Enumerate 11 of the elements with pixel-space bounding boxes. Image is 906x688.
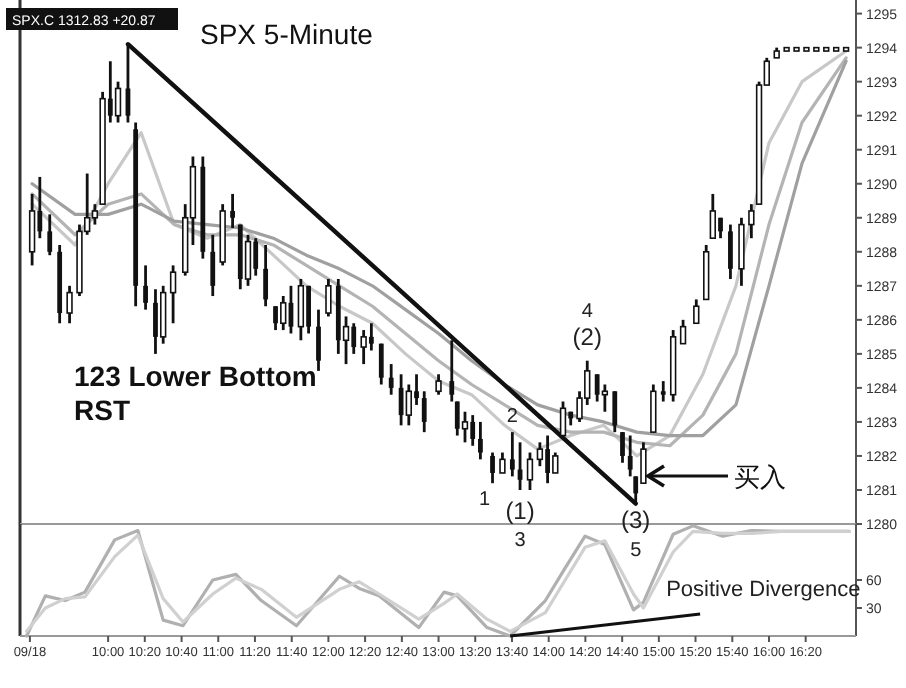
- text: SPX 5-Minute: [200, 18, 374, 50]
- annotation: 5: [630, 539, 643, 562]
- annotation: (3): [621, 506, 651, 535]
- annotation: 3: [514, 529, 527, 552]
- annotation: 1: [478, 489, 491, 512]
- annotation: 123 Lower Bottom RST: [74, 360, 317, 426]
- annotation: (2): [572, 322, 602, 351]
- annotation: (1): [505, 496, 535, 525]
- annotation: 4: [581, 300, 594, 323]
- annotation: 买入: [734, 462, 786, 492]
- annotation: 2: [506, 406, 519, 429]
